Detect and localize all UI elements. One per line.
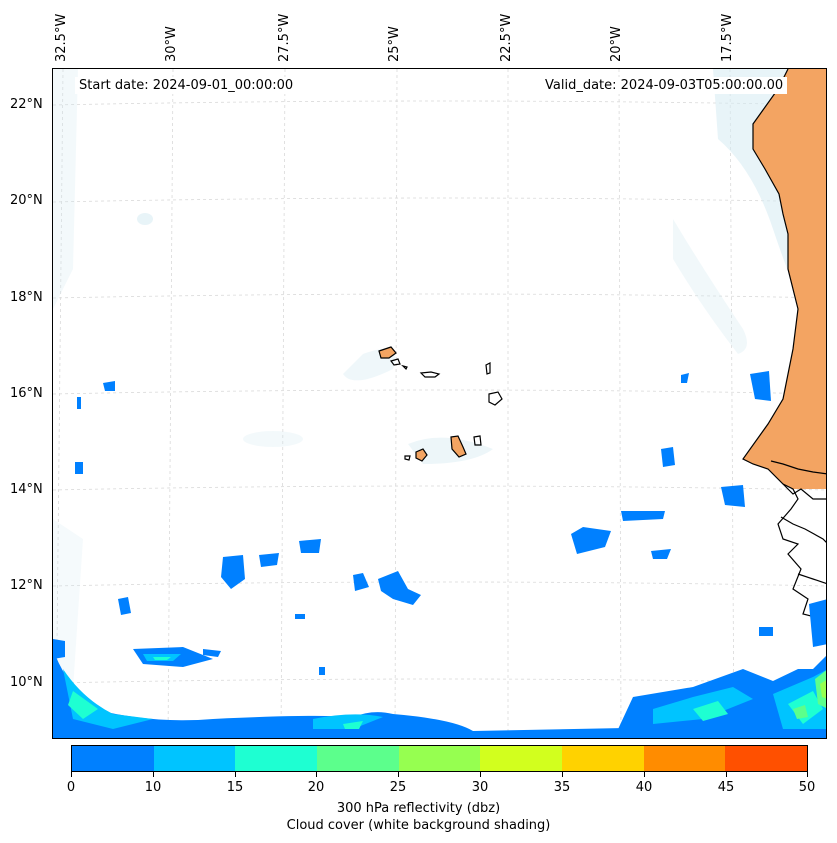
- reflectivity-20-25: [793, 670, 826, 719]
- lon-label-30w: 30°W: [164, 26, 179, 62]
- lon-label-25w: 25°W: [387, 26, 402, 62]
- graticule: [53, 69, 826, 738]
- lat-label-22n: 22°N: [10, 97, 43, 112]
- colorbar-segment-4: [398, 746, 481, 771]
- colorbar-segment-5: [480, 746, 563, 771]
- lat-label-12n: 12°N: [10, 578, 43, 593]
- reflectivity-25-30: [820, 680, 826, 699]
- map-panel: Start date: 2024-09-01_00:00:00 Valid_da…: [52, 68, 827, 739]
- colorbar-segment-8: [725, 746, 808, 771]
- island-santa-luzia: [401, 364, 408, 371]
- valid-date-label: Valid_date: 2024-09-03T05:00:00.00: [541, 77, 788, 94]
- colorbar-segment-6: [562, 746, 644, 771]
- island-maio: [473, 435, 482, 446]
- lon-label-22-5w: 22.5°W: [499, 13, 514, 62]
- map-canvas: [53, 69, 826, 738]
- coastline: [742, 69, 826, 623]
- island-fogo: [415, 448, 428, 462]
- start-date-label: Start date: 2024-09-01_00:00:00: [75, 77, 298, 94]
- lon-label-20w: 20°W: [609, 26, 624, 62]
- island-boa-vista: [488, 391, 503, 406]
- colorbar-tick-25: 25: [389, 780, 407, 795]
- island-sao-nicolau: [419, 371, 441, 378]
- reflectivity-colorbar: [71, 745, 808, 772]
- colorbar-tick-45: 45: [717, 780, 735, 795]
- west-africa-land: [742, 69, 826, 623]
- lon-label-32-5w: 32.5°W: [54, 13, 69, 62]
- land-mauritania: [743, 69, 826, 489]
- lon-label-17-5w: 17.5°W: [720, 13, 735, 62]
- island-santo-antao: [378, 346, 397, 359]
- colorbar-tick-0: 0: [66, 780, 76, 795]
- colorbar-tick-20: 20: [307, 780, 325, 795]
- island-santiago: [450, 435, 467, 458]
- colorbar-segment-7: [643, 746, 726, 771]
- lat-label-16n: 16°N: [10, 386, 43, 401]
- colorbar-tick-35: 35: [553, 780, 571, 795]
- cloud-cover-shading: [53, 69, 826, 709]
- lat-label-20n: 20°N: [10, 193, 43, 208]
- coastline-senegal-river: [782, 483, 826, 500]
- colorbar-sublabel: Cloud cover (white background shading): [286, 818, 551, 833]
- colorbar-segment-3: [317, 746, 399, 771]
- island-sao-vicente: [389, 358, 401, 366]
- lat-label-10n: 10°N: [10, 675, 43, 690]
- colorbar-tick-50: 50: [798, 780, 816, 795]
- cape-verde-islands: [378, 346, 503, 462]
- colorbar-tick-10: 10: [144, 780, 162, 795]
- colorbar-tick-40: 40: [635, 780, 653, 795]
- coastline-guinea-bissau: [780, 516, 826, 584]
- lat-label-14n: 14°N: [10, 482, 43, 497]
- lat-label-18n: 18°N: [10, 290, 43, 305]
- coastline-gambia: [770, 460, 826, 475]
- colorbar-tick-30: 30: [471, 780, 489, 795]
- island-sal: [485, 362, 491, 375]
- colorbar-tick-15: 15: [226, 780, 244, 795]
- colorbar-label: 300 hPa reflectivity (dbz): [336, 801, 501, 816]
- colorbar-segment-0: [72, 746, 154, 771]
- colorbar-segment-1: [153, 746, 236, 771]
- lon-label-27-5w: 27.5°W: [277, 13, 292, 62]
- colorbar-ticks: 0 10 15 20 25 30 35 40 45 50: [67, 772, 815, 795]
- colorbar-segment-2: [235, 746, 318, 771]
- island-brava: [404, 455, 411, 461]
